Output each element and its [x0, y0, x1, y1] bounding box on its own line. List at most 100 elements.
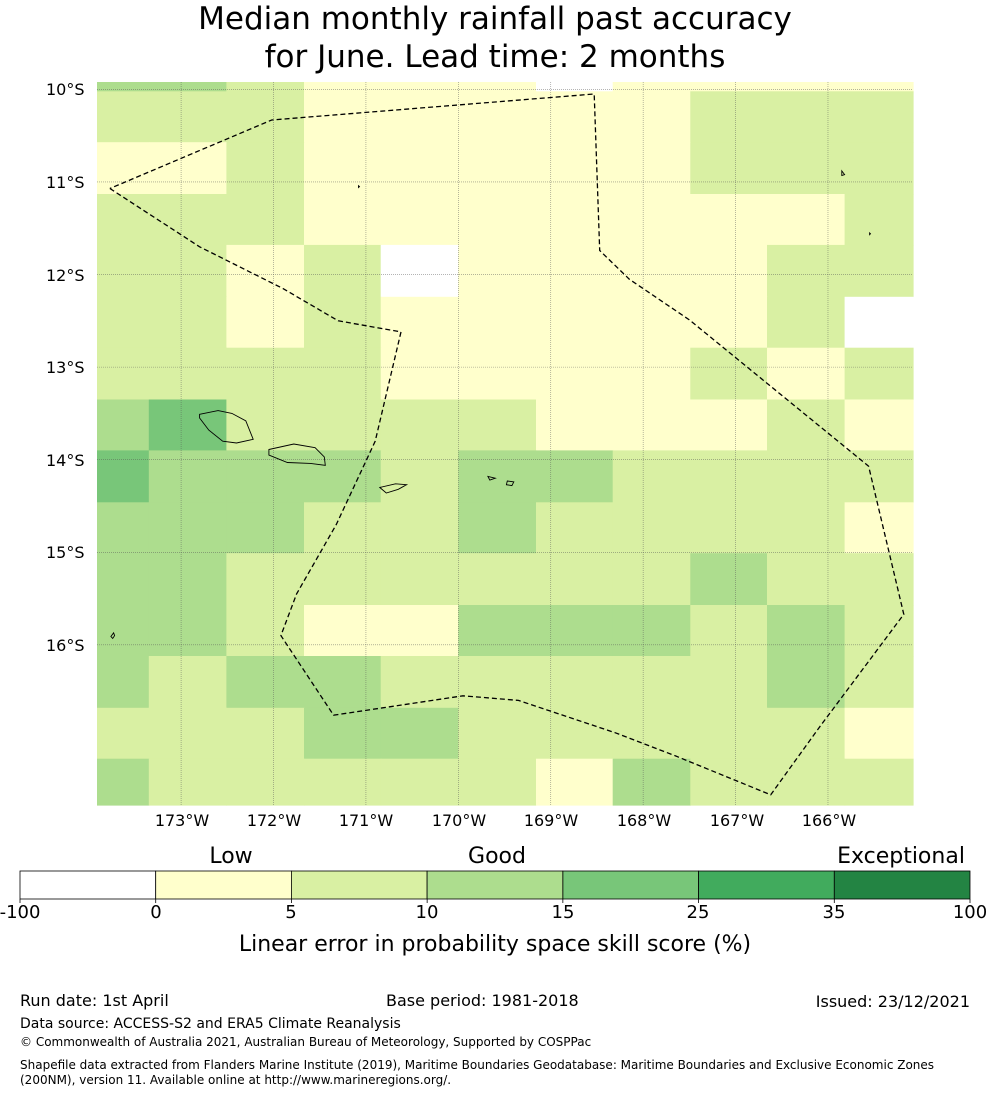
skill-cell — [612, 450, 691, 503]
skill-cell — [226, 194, 305, 246]
skill-cell — [536, 656, 614, 709]
skill-cell — [148, 194, 227, 246]
lon-label-173w: 173°W — [154, 811, 210, 830]
skill-cell — [536, 553, 614, 606]
island-coastline — [358, 184, 361, 189]
island-coastline — [841, 169, 846, 177]
skill-cell — [458, 296, 537, 349]
skill-cell — [380, 758, 459, 806]
skill-cell — [226, 244, 305, 298]
skill-cell — [97, 82, 150, 92]
skill-cell — [458, 605, 537, 657]
skill-cell — [380, 399, 459, 451]
skill-cell — [304, 502, 382, 554]
skill-cell — [690, 194, 768, 246]
skill-cell — [767, 194, 846, 246]
colorbar-tick: 35 — [822, 902, 846, 923]
legend-category-low: Low — [209, 844, 253, 869]
skill-cell — [148, 399, 227, 451]
skill-cell — [844, 244, 914, 298]
skill-cell — [690, 399, 768, 451]
run-date: Run date: 1st April — [20, 991, 169, 1010]
skill-cell — [612, 502, 691, 554]
colorbar-swatch — [562, 870, 700, 900]
skill-cell — [226, 553, 305, 606]
skill-cell — [690, 142, 768, 195]
skill-cell — [458, 758, 537, 806]
skill-cell — [148, 553, 227, 606]
skill-cell — [536, 758, 614, 806]
skill-cell — [226, 82, 305, 92]
skill-cell — [304, 605, 382, 657]
skill-cell — [844, 296, 914, 349]
skill-cell — [226, 502, 305, 554]
skill-cell — [97, 656, 150, 709]
skill-cell — [380, 605, 459, 657]
skill-cell — [148, 244, 227, 298]
skill-cell — [844, 91, 914, 143]
skill-cell — [226, 605, 305, 657]
skill-cell — [844, 194, 914, 246]
shapefile-credit-line-1: Shapefile data extracted from Flanders M… — [20, 1058, 935, 1072]
skill-cell — [97, 194, 150, 246]
colorbar-tick: 100 — [952, 902, 988, 923]
skill-cell — [148, 296, 227, 349]
title-line-2: for June. Lead time: 2 months — [264, 39, 726, 75]
island-coastline — [505, 480, 515, 487]
skill-cell — [767, 502, 846, 554]
skill-cell — [226, 656, 305, 709]
skill-cell — [380, 244, 459, 298]
colorbar-swatch — [19, 870, 157, 900]
island-coastline — [199, 410, 254, 444]
skill-cell — [536, 502, 614, 554]
skill-cell — [767, 244, 846, 298]
skill-cell — [97, 553, 150, 606]
lon-label-169w: 169°W — [523, 811, 579, 830]
skill-cell — [767, 347, 846, 401]
skill-cell — [148, 707, 227, 760]
colorbar — [19, 870, 971, 903]
skill-cell — [844, 553, 914, 606]
skill-cell — [767, 450, 846, 503]
skill-cell — [458, 450, 537, 503]
skill-cell — [612, 244, 691, 298]
skill-cell — [536, 91, 614, 143]
skill-cell — [767, 605, 846, 657]
skill-cell — [690, 82, 768, 92]
skill-cell — [844, 656, 914, 709]
skill-cell — [458, 502, 537, 554]
skill-cell — [536, 707, 614, 760]
skill-cell — [767, 142, 846, 195]
skill-cell — [458, 142, 537, 195]
skill-cell — [458, 656, 537, 709]
skill-cell — [612, 605, 691, 657]
skill-cell — [767, 399, 846, 451]
lat-label-11s: 11°S — [46, 173, 85, 192]
skill-cell — [97, 142, 150, 195]
skill-cell — [226, 296, 305, 349]
island-coastline — [110, 631, 116, 640]
lon-label-170w: 170°W — [431, 811, 487, 830]
skill-cell — [148, 758, 227, 806]
skill-cell — [380, 553, 459, 606]
skill-cell — [380, 502, 459, 554]
island-coastline — [268, 443, 326, 466]
skill-cell — [690, 656, 768, 709]
skill-cell — [97, 296, 150, 349]
skill-cell — [767, 758, 846, 806]
shapefile-credit-line-2: (200NM), version 11. Available online at… — [20, 1073, 452, 1087]
skill-cell — [148, 91, 227, 143]
colorbar-swatch — [833, 870, 971, 900]
skill-cell — [536, 82, 614, 92]
lon-label-171w: 171°W — [338, 811, 394, 830]
skill-cell — [690, 502, 768, 554]
skill-cell — [380, 91, 459, 143]
colorbar-title: Linear error in probability space skill … — [238, 932, 752, 957]
skill-cell — [380, 296, 459, 349]
skill-cell — [226, 707, 305, 760]
colorbar-swatch — [698, 870, 835, 900]
skill-cell — [458, 244, 537, 298]
skill-cell — [97, 244, 150, 298]
skill-cell — [612, 91, 691, 143]
island-coastline — [487, 475, 497, 481]
